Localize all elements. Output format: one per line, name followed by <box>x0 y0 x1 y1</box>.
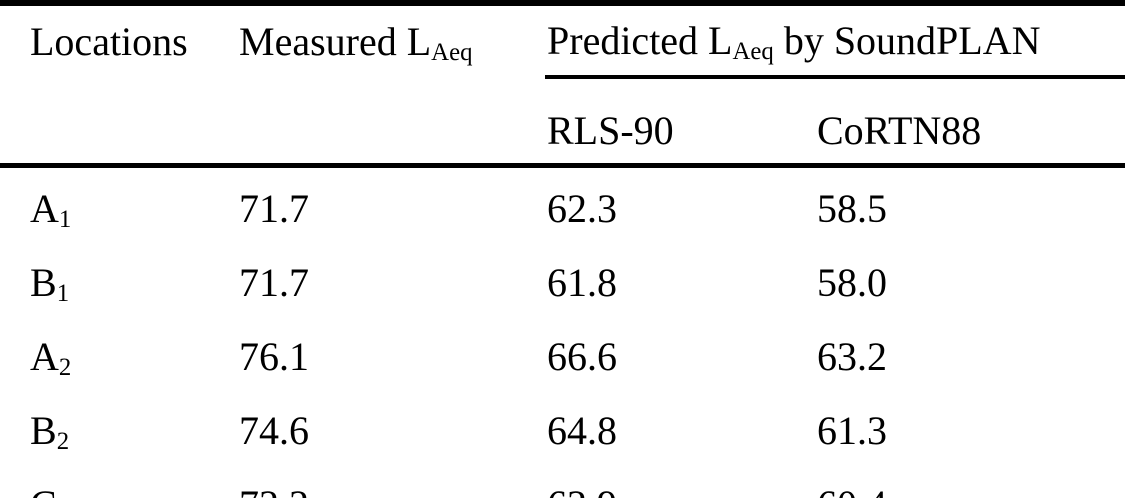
location-label: C <box>30 482 57 498</box>
table-row-a2: A2 76.1 66.6 63.2 <box>0 316 1125 390</box>
header-locations: Locations <box>0 3 237 77</box>
cell-rls90: 62.9 <box>545 464 815 498</box>
cell-measured: 71.7 <box>239 260 309 305</box>
cell-location: C <box>0 464 237 498</box>
location-label: A <box>30 334 59 379</box>
cell-location: A2 <box>0 316 237 390</box>
location-subscript: 2 <box>56 428 70 456</box>
cell-measured: 71.7 <box>239 186 309 231</box>
cell-rls90: 61.8 <box>547 260 617 305</box>
table-row-a1: A1 71.7 62.3 58.5 <box>0 166 1125 243</box>
cell-measured: 72.2 <box>237 464 545 498</box>
cell-measured: 74.6 <box>239 408 309 453</box>
cell-location: B2 <box>0 390 237 464</box>
cell-cortn88: 58.0 <box>817 260 887 305</box>
location-label: B <box>30 260 57 305</box>
location-subscript: 2 <box>58 354 72 382</box>
table-row-c: C 72.2 62.9 60.4 <box>0 464 1125 498</box>
cell-cortn88: 61.3 <box>817 408 887 453</box>
header-predicted-laeq-soundplan: Predicted LAeq by SoundPLAN <box>545 3 1125 79</box>
cell-cortn88: 63.2 <box>817 334 887 379</box>
location-label: B <box>30 408 57 453</box>
header-cortn88: CoRTN88 <box>815 77 1125 168</box>
header-predicted-subscript: Aeq <box>732 37 774 65</box>
header-measured-laeq: Measured LAeq <box>237 3 545 77</box>
cell-cortn88: 58.5 <box>817 186 887 231</box>
header-row-main: Locations Measured LAeq Predicted LAeq b… <box>0 3 1125 79</box>
cell-rls90: 62.3 <box>547 186 617 231</box>
header-spacer-locations <box>0 77 237 168</box>
header-measured-subscript: Aeq <box>431 38 473 66</box>
location-label: A <box>30 186 59 231</box>
cell-measured: 76.1 <box>239 334 309 379</box>
header-measured-label: Measured L <box>239 18 432 64</box>
table-row-b1: B1 71.7 61.8 58.0 <box>0 242 1125 316</box>
header-spacer-measured <box>237 77 545 168</box>
header-predicted-label-pre: Predicted L <box>547 17 733 63</box>
cell-location: A1 <box>0 166 237 243</box>
location-subscript: 1 <box>58 206 72 234</box>
table-row-b2: B2 74.6 64.8 61.3 <box>0 390 1125 464</box>
cell-cortn88: 60.4 <box>815 464 1125 498</box>
header-predicted-label-post: by SoundPLAN <box>773 17 1041 63</box>
cell-location: B1 <box>0 242 237 316</box>
location-subscript: 1 <box>56 280 70 308</box>
header-row-methods: RLS-90 CoRTN88 <box>0 77 1125 168</box>
header-rls90: RLS-90 <box>545 77 815 168</box>
cell-rls90: 66.6 <box>547 334 617 379</box>
cell-rls90: 64.8 <box>547 408 617 453</box>
header-locations-label: Locations <box>30 18 188 64</box>
